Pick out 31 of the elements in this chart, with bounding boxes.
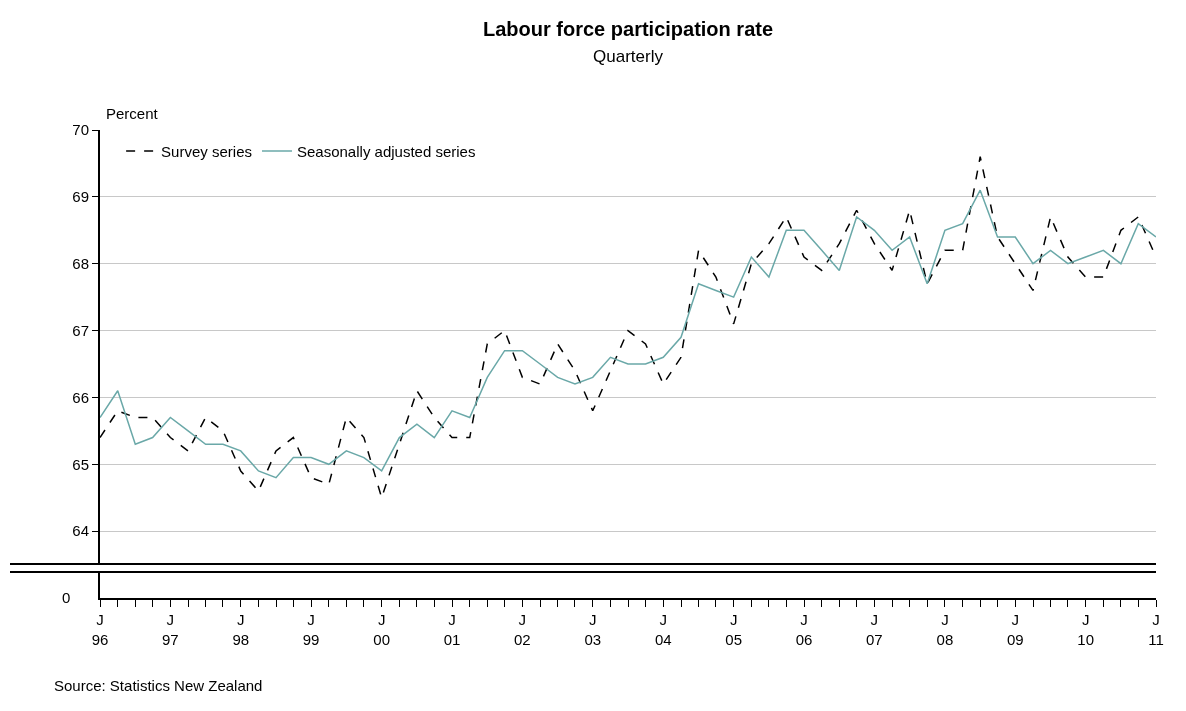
line-series [100, 189, 1156, 479]
y-tick-label: 65 [72, 455, 89, 473]
x-tick-label: J 00 [373, 611, 390, 648]
chart-title: Labour force participation rate [483, 18, 774, 40]
x-tick-label: J 09 [1006, 611, 1024, 648]
legend-label: Survey series [161, 142, 252, 160]
x-tick-label: J 10 [1077, 611, 1094, 648]
x-tick-label: J 11 [1148, 611, 1164, 648]
x-tick-label: J 08 [936, 611, 954, 648]
x-tick-label: J 98 [232, 611, 250, 648]
chart-subtitle: Quarterly [593, 47, 664, 66]
x-tick-label: J 96 [91, 611, 109, 648]
y-tick-label: 69 [72, 188, 89, 206]
y-tick-label: 67 [72, 321, 89, 339]
x-tick-label: J 97 [162, 611, 179, 648]
x-tick-label: J 04 [654, 611, 672, 648]
x-tick-label: J 06 [795, 611, 813, 648]
y-tick-label: 66 [72, 388, 89, 406]
text: 0 [62, 589, 71, 607]
x-tick-label: J 05 [725, 611, 742, 648]
source-note: Source: Statistics New Zealand [54, 677, 263, 694]
y-tick-label: 64 [72, 522, 89, 540]
x-tick-label: J 07 [866, 611, 883, 648]
x-tick-label: J 99 [302, 611, 320, 648]
x-tick-label: J 03 [584, 611, 602, 648]
x-tick-label: J 01 [443, 611, 461, 648]
y-tick-label: 70 [72, 121, 89, 139]
legend-label: Seasonally adjusted series [296, 142, 476, 160]
y-axis-title: Percent [106, 105, 159, 122]
y-tick-label: 68 [72, 254, 89, 272]
x-tick-label: J 02 [514, 611, 531, 648]
